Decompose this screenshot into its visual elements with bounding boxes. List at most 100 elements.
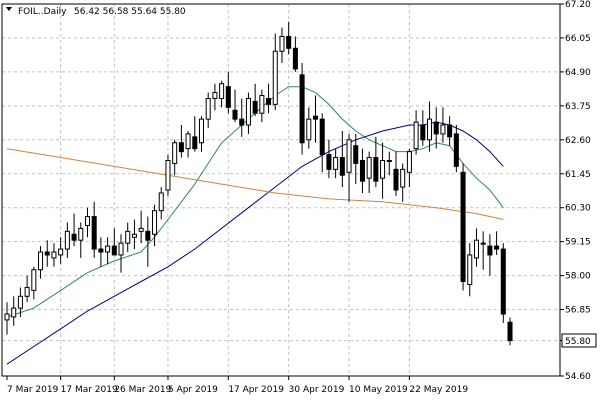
candle-body (31, 269, 37, 291)
candle (366, 151, 372, 193)
candle (44, 240, 50, 267)
candle-body (11, 307, 17, 318)
y-tick-label: 64.90 (565, 68, 591, 78)
candle-body (500, 248, 506, 315)
candle-body (105, 245, 111, 253)
candle (98, 237, 104, 267)
candle (239, 98, 245, 137)
candle-body (78, 227, 84, 241)
candle (440, 107, 446, 143)
candle (447, 116, 453, 146)
candle (152, 204, 158, 247)
candle (326, 139, 332, 179)
candle-body (17, 295, 23, 309)
candle-body (4, 313, 10, 321)
candle-body (346, 139, 352, 173)
candle (286, 21, 292, 55)
candle (373, 136, 379, 188)
candle (266, 83, 272, 114)
x-tick-label: 10 May 2019 (349, 385, 408, 395)
candle-body (111, 245, 117, 256)
candle-body (24, 286, 30, 297)
candle-body (185, 133, 191, 150)
candle-body (212, 92, 218, 99)
candle-body (272, 50, 278, 105)
y-tick-label: 54.60 (565, 372, 591, 382)
candle (420, 110, 426, 146)
y-tick-label: 67.20 (565, 0, 591, 10)
candle (225, 71, 231, 114)
candle (165, 154, 171, 196)
candle-body (239, 118, 245, 126)
candle (31, 266, 37, 300)
candle-body (319, 118, 325, 156)
moving-average-lines (6, 86, 504, 365)
candle-body (252, 100, 258, 114)
candle (24, 275, 30, 303)
candle-body (219, 83, 225, 99)
ma-line-2 (6, 121, 504, 365)
candle (453, 125, 459, 173)
candle-body (58, 248, 64, 256)
candle-body (131, 233, 137, 238)
candle (460, 163, 466, 291)
candle-body (400, 168, 406, 188)
candle-body (433, 121, 439, 135)
candle-body (386, 159, 392, 162)
candle-body (373, 157, 379, 182)
candle-body (480, 242, 486, 245)
candle (292, 36, 298, 72)
candle-body (225, 86, 231, 108)
candle (245, 92, 251, 134)
candle (306, 107, 312, 149)
candle (17, 287, 23, 317)
candle (473, 228, 479, 267)
candle (185, 130, 191, 158)
y-tick-label: 62.60 (565, 136, 591, 146)
candle-body (205, 97, 211, 120)
candle (413, 110, 419, 155)
candles (4, 21, 513, 346)
candle-body (145, 230, 151, 241)
candle (118, 234, 124, 273)
candle (71, 213, 77, 247)
candle (500, 243, 506, 323)
y-tick-label: 63.75 (565, 102, 591, 112)
ohlc-values: 56.42 56.58 55.64 55.80 (74, 7, 186, 17)
candle-body (507, 321, 513, 342)
candle-body (232, 109, 238, 120)
dropdown-triangle-icon[interactable] (6, 7, 12, 11)
candle (393, 151, 399, 196)
candle (433, 107, 439, 149)
candle (64, 222, 70, 258)
candle (339, 130, 345, 188)
candle (131, 219, 137, 250)
symbol-label: FOIL..Daily (18, 7, 67, 17)
x-tick-label: 17 Mar 2019 (61, 385, 118, 395)
candle-body (138, 227, 144, 232)
candle (205, 92, 211, 128)
candle-body (158, 192, 164, 212)
y-tick-label: 59.15 (565, 238, 591, 248)
candle-body (84, 216, 90, 226)
candle (172, 139, 178, 176)
candle-body (359, 159, 365, 182)
candle-body (427, 118, 433, 141)
candle (38, 246, 44, 279)
candle (11, 296, 17, 326)
candle-body (118, 242, 124, 256)
y-tick-label: 56.85 (565, 306, 591, 316)
candle-body (91, 216, 97, 250)
candle (406, 148, 412, 188)
candle-body (245, 97, 251, 126)
candle-body (420, 124, 426, 141)
candle (380, 142, 386, 199)
candle-body (38, 251, 44, 271)
candle-body (353, 145, 359, 164)
x-tick-label: 26 Mar 2019 (114, 385, 171, 395)
candle-body (494, 245, 500, 250)
candle (333, 148, 339, 179)
x-tick-label: 5 Apr 2019 (168, 385, 218, 395)
candle-body (447, 124, 453, 138)
